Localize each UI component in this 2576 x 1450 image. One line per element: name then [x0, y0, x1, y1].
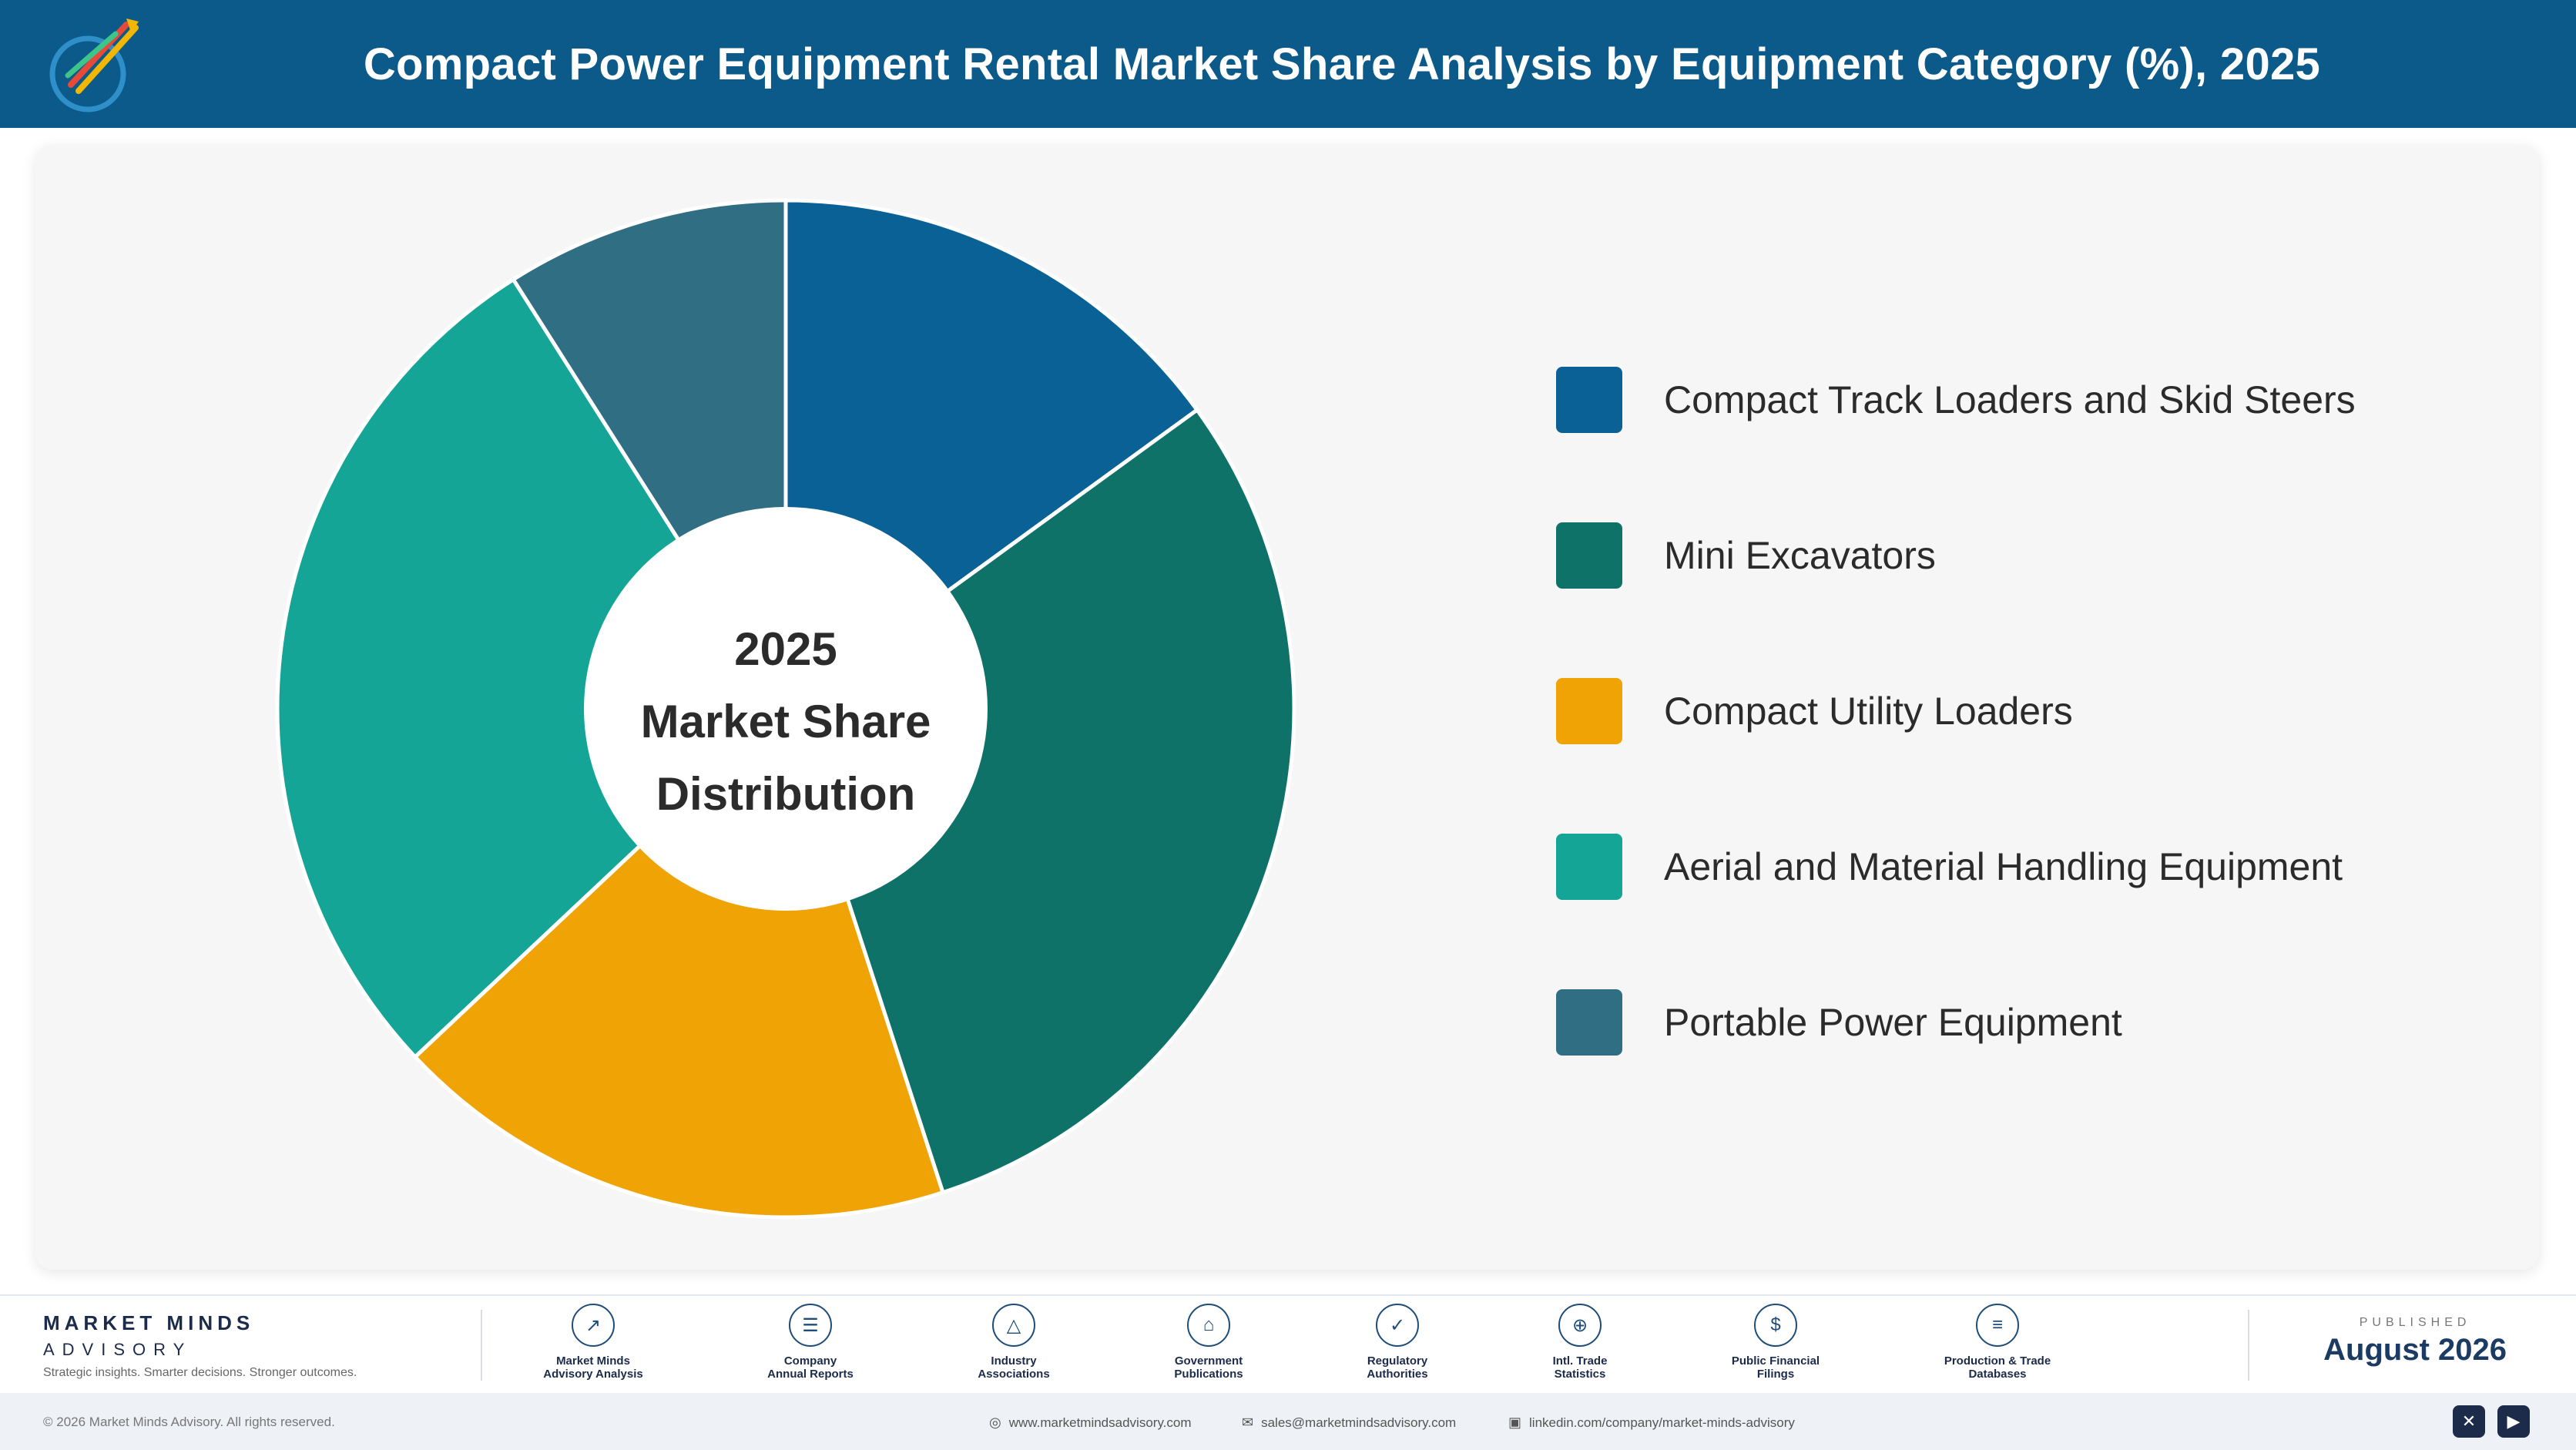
email-text: sales@marketmindsadvisory.com: [1261, 1415, 1457, 1430]
brand-sub: ADVISORY: [43, 1340, 193, 1359]
mail-icon: ✉: [1242, 1415, 1254, 1430]
brand-tagline: Strategic insights. Smarter decisions. S…: [43, 1366, 357, 1379]
network-icon: △: [992, 1304, 1035, 1347]
legend-swatch: [1556, 989, 1622, 1056]
center-text-line-3: Distribution: [656, 768, 916, 820]
source-label: Intl. Trade Statistics: [1552, 1354, 1608, 1381]
footer: MARKET MINDS ADVISORY Strategic insights…: [0, 1294, 2576, 1395]
database-icon: ≡: [1976, 1304, 2019, 1347]
legend-label: Mini Excavators: [1664, 534, 1936, 577]
footer-divider: [2248, 1310, 2249, 1381]
logo-icon: [49, 18, 139, 112]
legend-label: Aerial and Material Handling Equipment: [1664, 845, 2343, 888]
published-block: PUBLISHED August 2026: [2323, 1316, 2507, 1368]
source-label: Production & Trade Databases: [1944, 1354, 2051, 1381]
brand-name: MARKET MINDS: [43, 1311, 255, 1334]
globe-icon: ◎: [989, 1415, 1001, 1430]
source-label: Industry Associations: [978, 1354, 1050, 1381]
header-bar: Compact Power Equipment Rental Market Sh…: [0, 0, 2576, 128]
legend-label: Compact Utility Loaders: [1664, 690, 2073, 733]
source-item: ☰ Company Annual Reports: [733, 1304, 887, 1381]
linkedin-link[interactable]: ▣ linkedin.com/company/market-minds-advi…: [1508, 1415, 1795, 1431]
source-item: ≡ Production & Trade Databases: [1920, 1304, 2075, 1381]
legend-item: Mini Excavators: [1556, 522, 2356, 589]
government-icon: ⌂: [1187, 1304, 1230, 1347]
donut-slice-2: [783, 407, 1296, 1195]
copyright: © 2026 Market Minds Advisory. All rights…: [43, 1415, 335, 1429]
globe-icon: ⊕: [1558, 1304, 1602, 1347]
page-title: Compact Power Equipment Rental Market Sh…: [363, 39, 2321, 89]
source-item: ↗ Market Minds Advisory Analysis: [516, 1304, 670, 1381]
source-label: Company Annual Reports: [767, 1354, 854, 1381]
email-link[interactable]: ✉ sales@marketmindsadvisory.com: [1242, 1415, 1456, 1431]
donut-hole: [584, 507, 988, 911]
legend-label: Compact Track Loaders and Skid Steers: [1664, 378, 2356, 421]
x-social-icon[interactable]: ✕: [2453, 1405, 2485, 1438]
legend-item: Compact Utility Loaders: [1556, 678, 2356, 744]
website-text: www.marketmindsadvisory.com: [1008, 1415, 1192, 1430]
youtube-icon[interactable]: ▶: [2497, 1405, 2530, 1438]
source-label: Public Financial Filings: [1731, 1354, 1820, 1381]
donut-slice-4: [275, 277, 789, 1060]
document-icon: ☰: [789, 1304, 832, 1347]
chart-legend: Compact Track Loaders and Skid Steers Min…: [1556, 367, 2356, 1145]
bottom-bar: © 2026 Market Minds Advisory. All rights…: [0, 1393, 2576, 1450]
footer-divider: [481, 1310, 482, 1381]
legend-item: Aerial and Material Handling Equipment: [1556, 834, 2356, 900]
linkedin-icon: ▣: [1508, 1415, 1522, 1430]
chart-icon: ↗: [572, 1304, 615, 1347]
legend-label: Portable Power Equipment: [1664, 1001, 2122, 1044]
shield-icon: ✓: [1376, 1304, 1419, 1347]
source-label: Government Publications: [1174, 1354, 1243, 1381]
source-item: $ Public Financial Filings: [1699, 1304, 1853, 1381]
legend-swatch: [1556, 367, 1622, 433]
legend-item: Portable Power Equipment: [1556, 989, 2356, 1056]
center-text-line-1: 2025: [734, 623, 837, 675]
source-item: ✓ Regulatory Authorities: [1320, 1304, 1474, 1381]
legend-swatch: [1556, 834, 1622, 900]
published-date: August 2026: [2323, 1333, 2507, 1367]
brand-block: MARKET MINDS ADVISORY Strategic insights…: [43, 1311, 357, 1380]
source-label: Market Minds Advisory Analysis: [543, 1354, 643, 1381]
source-label: Regulatory Authorities: [1367, 1354, 1428, 1381]
source-item: ⌂ Government Publications: [1132, 1304, 1286, 1381]
published-label: PUBLISHED: [2359, 1316, 2471, 1329]
website-link[interactable]: ◎ www.marketmindsadvisory.com: [989, 1415, 1192, 1431]
legend-item: Compact Track Loaders and Skid Steers: [1556, 367, 2356, 433]
legend-swatch: [1556, 678, 1622, 744]
donut-chart: 2025 Market Share Distribution: [275, 198, 1296, 1220]
source-item: △ Industry Associations: [937, 1304, 1091, 1381]
dollar-icon: $: [1754, 1304, 1797, 1347]
legend-swatch: [1556, 522, 1622, 589]
linkedin-text: linkedin.com/company/market-minds-adviso…: [1529, 1415, 1795, 1430]
center-text-line-2: Market Share: [641, 696, 931, 747]
source-item: ⊕ Intl. Trade Statistics: [1503, 1304, 1657, 1381]
